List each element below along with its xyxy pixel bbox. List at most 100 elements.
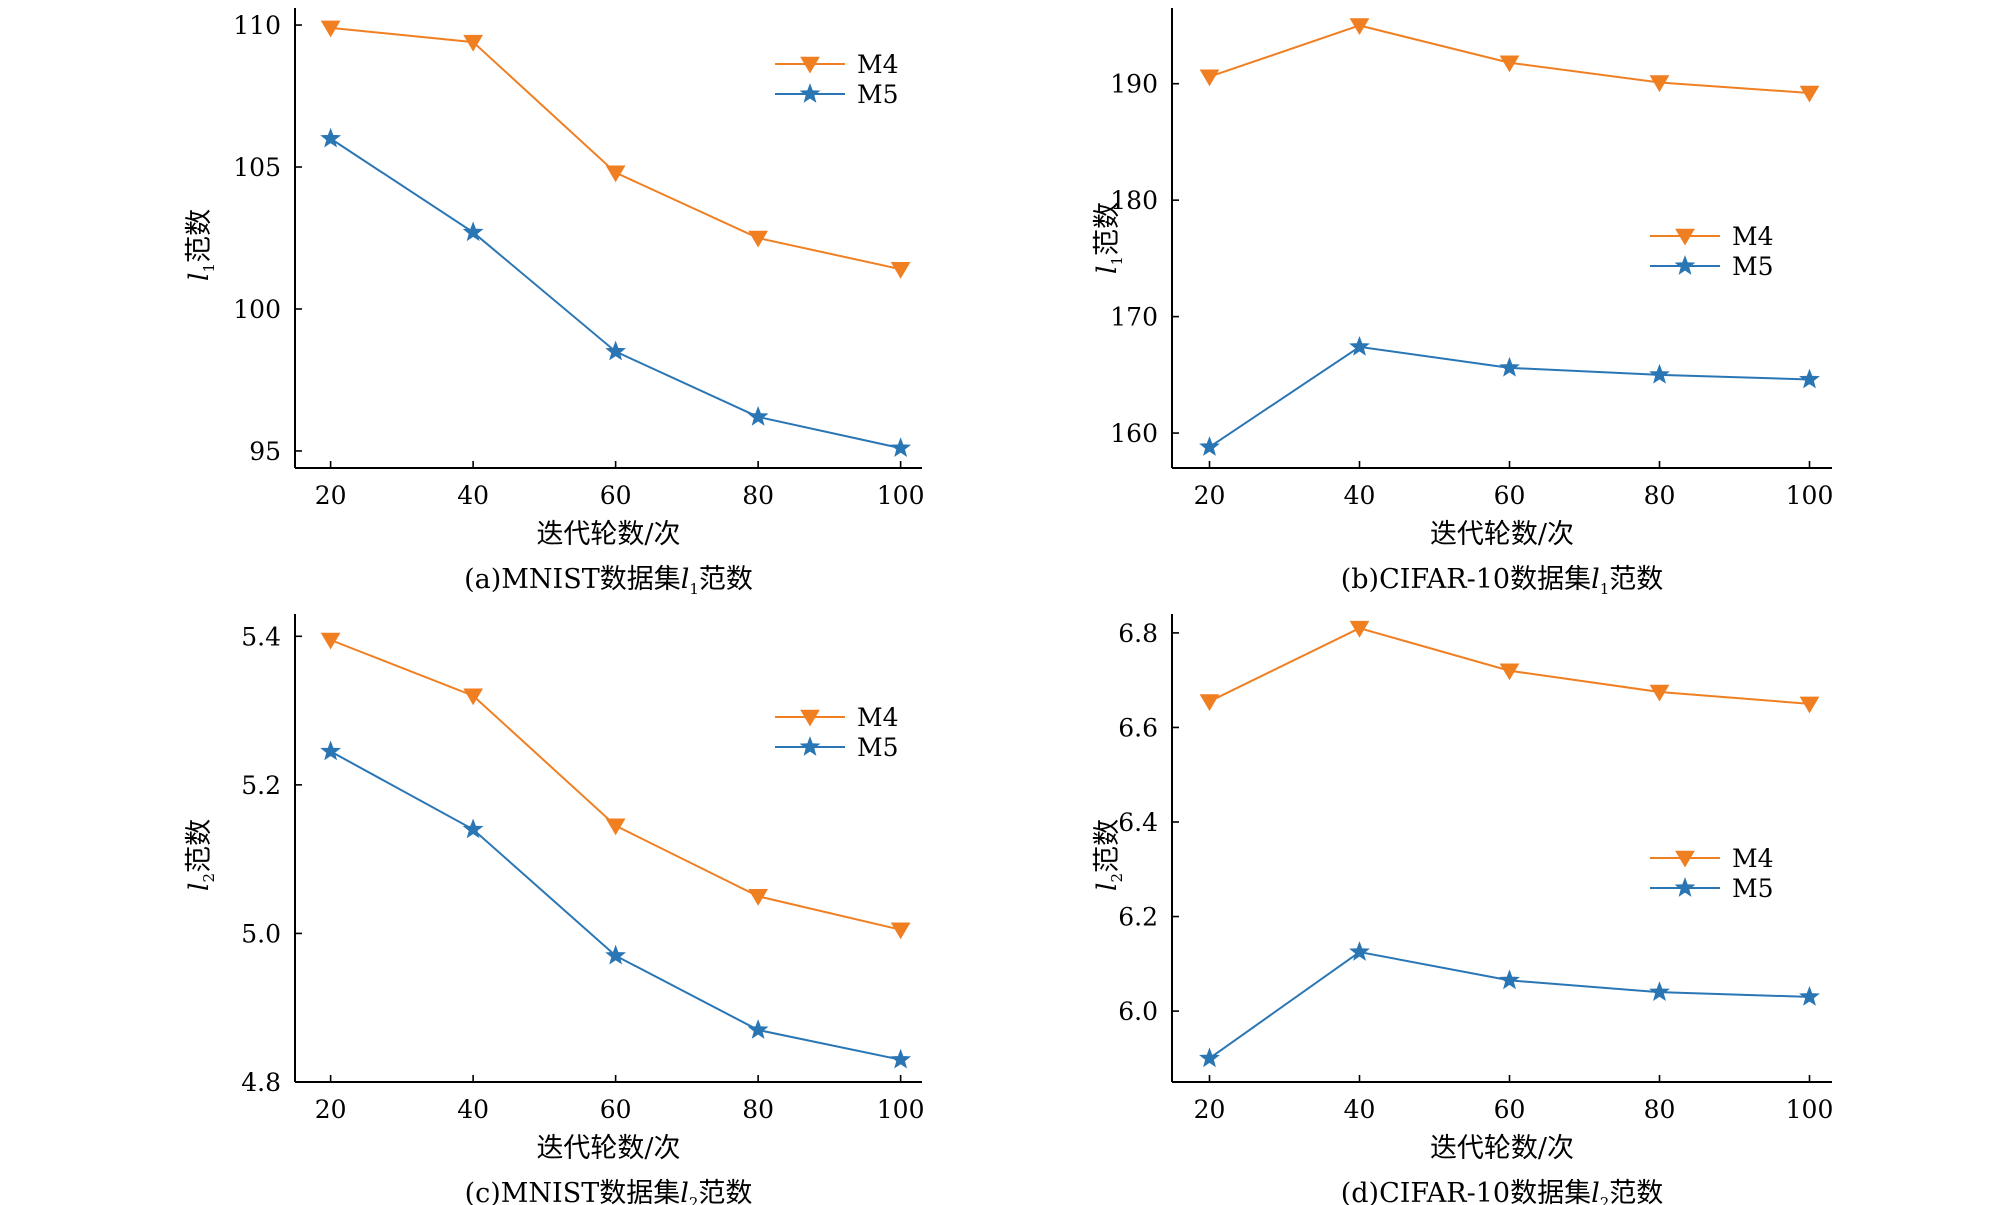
series-line-M4 [330,639,901,931]
data-point-M4 [320,632,341,650]
data-point-M4 [748,230,768,248]
x-tick-label: 80 [742,1095,774,1124]
y-tick-label: 110 [233,11,281,40]
series-M4 [1199,18,1820,103]
y-tick-label: 180 [1110,186,1158,215]
legend-marker-M5 [1674,255,1696,275]
x-tick-label: 100 [877,481,925,510]
data-point-M5 [462,818,484,839]
data-point-M4 [1799,85,1820,103]
data-point-M5 [1649,363,1670,384]
data-point-M4 [605,165,626,183]
legend-marker-M4 [800,709,820,727]
data-point-M5 [1499,969,1520,990]
y-axis-title: l2范数 [1092,819,1126,891]
panel-2: 20 40 60 80 100 4.8 5.0 5.2 5.4 迭代轮数/次 l2范数 (c)MNIS… [184,614,924,1205]
panel-1: 20 40 60 80 100 160 170 180 190 迭代轮数/次 l1范数 (b)CIFA… [1092,8,1833,598]
legend-marker-M5 [1674,877,1696,897]
data-point-M4 [890,261,911,279]
x-tick-label: 40 [1344,481,1376,510]
legend-label-M5: M5 [1732,252,1774,281]
data-point-M5 [1199,1047,1220,1068]
x-axis-title: 迭代轮数/次 [536,1133,680,1164]
legend-label-M4: M4 [857,50,899,79]
y-tick-label: 6.4 [1118,808,1158,837]
legend-label-M5: M5 [1732,874,1774,903]
y-tick-label: 6.2 [1118,903,1158,932]
data-point-M4 [1649,75,1670,93]
data-point-M5 [320,127,342,148]
legend-label-M4: M4 [857,703,899,732]
data-point-M5 [1349,941,1370,961]
x-tick-label: 60 [600,1095,632,1124]
legend-marker-M4 [1675,850,1695,868]
data-point-M5 [1349,335,1370,356]
x-tick-label: 100 [1786,481,1834,510]
data-point-M4 [1349,620,1370,638]
series-M5 [1199,335,1820,456]
data-point-M4 [1499,55,1520,73]
y-tick-label: 160 [1110,419,1158,448]
data-point-M4 [1499,663,1520,681]
panel-caption: (c)MNIST数据集l2范数 [465,1178,753,1205]
data-point-M5 [1199,436,1220,456]
x-axis-title: 迭代轮数/次 [536,519,680,550]
data-point-M5 [462,221,484,242]
data-point-M4 [1349,18,1370,36]
y-tick-label: 4.8 [241,1068,281,1097]
x-tick-label: 20 [315,1095,347,1124]
y-tick-label: 6.8 [1118,619,1158,648]
y-axis-title: l1范数 [184,209,218,281]
legend-label-M5: M5 [857,80,899,109]
data-point-M5 [1799,368,1820,389]
data-point-M5 [747,405,769,426]
series-line-M5 [1208,950,1810,1060]
x-tick-label: 40 [1344,1095,1376,1124]
x-tick-label: 20 [1194,1095,1226,1124]
data-point-M4 [605,818,626,836]
y-tick-label: 5.4 [241,622,281,651]
x-tick-label: 20 [1194,481,1226,510]
x-axis-title: 迭代轮数/次 [1430,519,1574,550]
series-M4 [320,632,911,940]
legend-marker-M4 [800,56,820,74]
y-tick-label: 6.6 [1118,713,1158,742]
x-tick-label: 80 [742,481,774,510]
data-point-M4 [1649,684,1670,702]
y-tick-label: 190 [1110,70,1158,99]
data-point-M4 [320,20,341,38]
y-tick-label: 5.2 [241,771,281,800]
data-point-M4 [1199,69,1220,87]
series-M5 [320,127,912,457]
x-tick-label: 80 [1644,1095,1676,1124]
series-line-M5 [330,750,901,1061]
series-M5 [320,740,912,1069]
data-point-M5 [320,740,342,761]
legend-label-M4: M4 [1732,844,1774,873]
x-tick-label: 100 [1786,1095,1834,1124]
series-M4 [320,20,911,279]
data-point-M5 [1799,985,1820,1006]
data-point-M5 [1649,981,1670,1002]
y-axis-title: l2范数 [184,819,218,891]
data-point-M4 [748,889,768,906]
legend-marker-M5 [799,83,821,103]
x-tick-label: 60 [1494,481,1526,510]
panel-0: 20 40 60 80 100 95 100 105 110 迭代轮数/次 l1范数 (a)MNIST… [184,8,924,598]
y-tick-label: 100 [233,295,281,324]
y-axis-title: l1范数 [1092,202,1126,274]
x-tick-label: 100 [877,1095,925,1124]
x-axis-title: 迭代轮数/次 [1430,1133,1574,1164]
data-point-M4 [1799,696,1820,714]
data-point-M5 [890,1048,912,1069]
data-point-M5 [1499,356,1520,377]
data-point-M4 [890,922,911,940]
y-tick-label: 105 [233,153,281,182]
series-line-M5 [330,137,901,450]
legend-marker-M4 [1675,228,1695,246]
y-tick-label: 5.0 [241,919,281,948]
x-tick-label: 80 [1644,481,1676,510]
